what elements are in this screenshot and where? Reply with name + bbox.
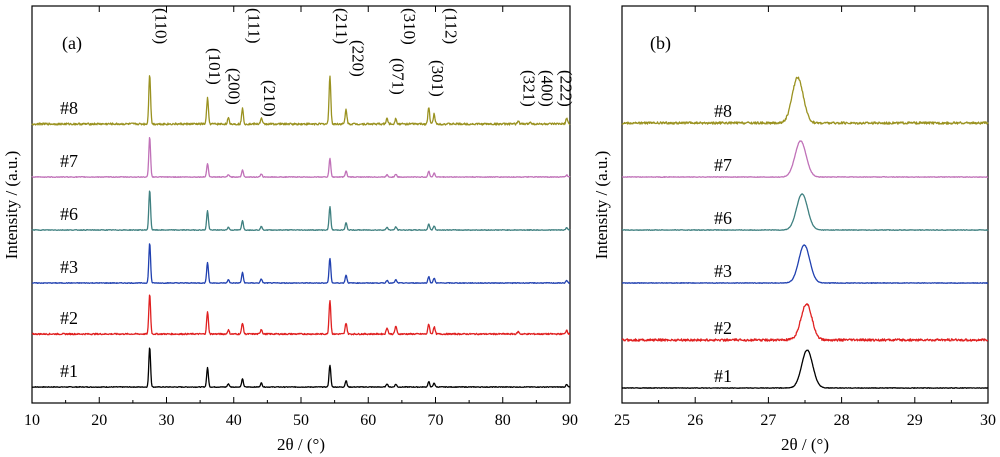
panel-b-x-tick-label: 25 <box>614 412 630 429</box>
panel-a-x-tick-label: 20 <box>91 412 107 429</box>
panel-a-trace-sample-6 <box>31 190 571 232</box>
panel-a-peak-label: (222) <box>557 70 576 107</box>
panel-b-sample-label: #8 <box>714 101 732 121</box>
panel-a-sample-label: #7 <box>60 151 78 171</box>
panel-a-x-tick-label: 10 <box>24 412 40 429</box>
panel-a-sample-label: #6 <box>60 204 78 224</box>
panel-b-trace-sample-6 <box>621 193 989 231</box>
panel-a-peak-label: (400) <box>538 70 557 107</box>
panel-b-trace-sample-8 <box>621 76 989 125</box>
panel-a-sample-label: #3 <box>60 257 78 277</box>
panel-b-sample-label: #1 <box>714 366 732 386</box>
panel-a-trace-sample-3 <box>31 243 571 285</box>
panel-b-label: (b) <box>650 33 671 54</box>
panel-a-x-axis-title: 2θ / (°) <box>277 435 325 454</box>
panel-a-peak-label: (301) <box>428 60 447 97</box>
panel-a-x-tick-label: 30 <box>159 412 175 429</box>
panel-a-peak-label: (111) <box>245 8 264 44</box>
panel-a-x-tick-label: 50 <box>293 412 309 429</box>
panel-a-x-tick-label: 80 <box>495 412 511 429</box>
panel-a-peak-label: (220) <box>349 40 368 77</box>
panel-b-sample-label: #2 <box>714 318 732 338</box>
panel-b-y-axis-title: Intensity / (a.u.) <box>592 151 611 260</box>
panel-a-peak-label: (211) <box>332 8 351 44</box>
panel-a-peak-label: (210) <box>260 80 279 117</box>
panel-b-trace-sample-7 <box>621 140 989 178</box>
panel-a-x-tick-label: 70 <box>428 412 444 429</box>
panel-a-label: (a) <box>62 33 82 54</box>
panel-a-peak-label: (110) <box>152 8 171 44</box>
panel-a-trace-sample-8 <box>31 75 571 126</box>
panel-a-peak-label: (321) <box>520 70 539 107</box>
panel-b-sample-label: #7 <box>714 155 732 175</box>
panel-b-x-tick-label: 30 <box>980 412 996 429</box>
panel-a-peak-label: (071) <box>388 58 407 95</box>
panel-a-y-axis-title: Intensity / (a.u.) <box>2 151 21 260</box>
panel-a-sample-label: #2 <box>60 308 78 328</box>
panel-a-x-ticks: 10 20 30 40 50 60 70 80 90 <box>24 6 578 429</box>
panel-a-peak-annotations: (110) (101)(200) (111) (210) (211)(220) (071)… <box>152 8 576 117</box>
panel-a-sample-labels: #1 #2 #3 #6 #7 #8 <box>60 98 78 381</box>
panel-a: (a) 10 20 30 40 50 60 70 80 90 #1 #2 #3 #6 #7 #8 (110… <box>2 5 578 454</box>
panel-a-peak-label: (310) <box>400 8 419 45</box>
panel-a-peak-label: (112) <box>442 8 461 44</box>
panel-b: (b) 25 26 27 28 29 30 #1 #2 #3 #6 #7 #8 2θ / (°) I… <box>592 5 996 454</box>
panel-a-x-tick-label: 90 <box>562 412 578 429</box>
panel-a-peak-label: (101) <box>205 48 224 85</box>
panel-a-trace-sample-1 <box>31 347 571 389</box>
panel-b-traces <box>621 76 989 389</box>
panel-b-trace-sample-2 <box>621 303 989 342</box>
panel-a-x-tick-label: 60 <box>360 412 376 429</box>
panel-b-trace-sample-3 <box>621 244 989 284</box>
panel-a-plot-frame <box>31 5 571 404</box>
panel-b-x-tick-label: 26 <box>687 412 703 429</box>
panel-b-x-tick-label: 29 <box>907 412 923 429</box>
panel-a-peak-label: (200) <box>224 68 243 105</box>
panel-a-traces <box>31 75 571 389</box>
panel-a-sample-label: #1 <box>60 361 78 381</box>
panel-a-trace-sample-7 <box>31 137 571 179</box>
panel-a-trace-sample-2 <box>31 294 571 336</box>
panel-a-sample-label: #8 <box>60 98 78 118</box>
panel-b-trace-sample-1 <box>621 349 989 389</box>
panel-b-x-tick-label: 27 <box>760 412 776 429</box>
panel-b-plot-frame <box>621 5 989 404</box>
panel-b-sample-labels: #1 #2 #3 #6 #7 #8 <box>714 101 732 386</box>
panel-b-sample-label: #3 <box>714 261 732 281</box>
panel-a-x-tick-label: 40 <box>226 412 242 429</box>
panel-b-sample-label: #6 <box>714 208 732 228</box>
panel-b-x-ticks: 25 26 27 28 29 30 <box>614 6 996 429</box>
panel-b-x-axis-title: 2θ / (°) <box>781 435 829 454</box>
panel-b-x-tick-label: 28 <box>834 412 850 429</box>
